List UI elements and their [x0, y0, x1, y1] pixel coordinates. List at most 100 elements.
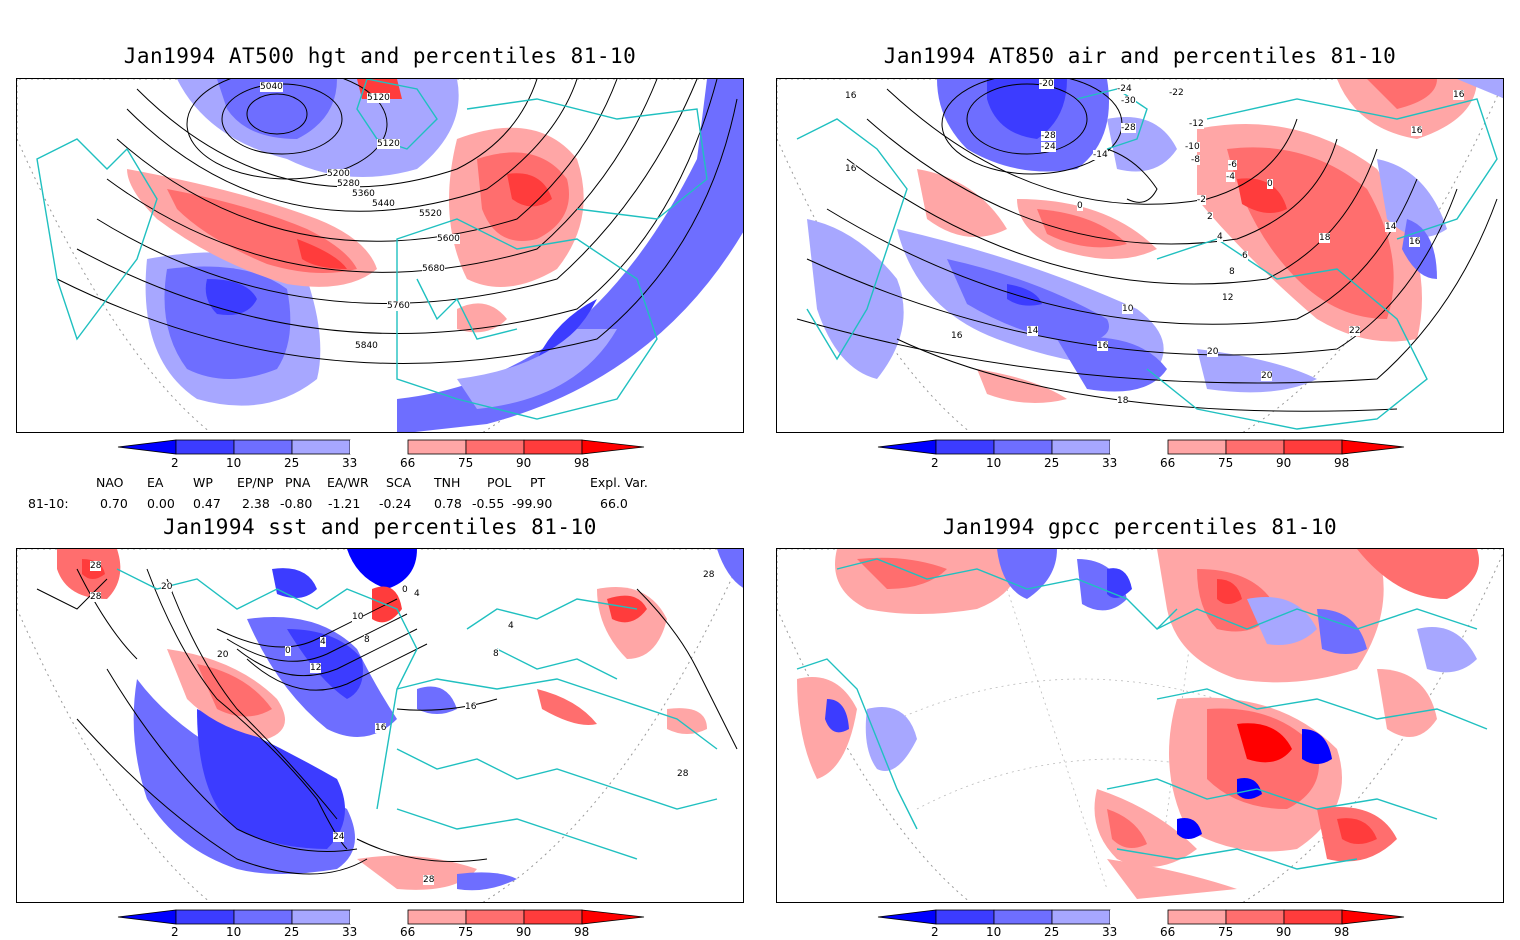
index-header: PNA [285, 475, 311, 490]
coastlines-gpcc [796, 558, 1488, 870]
panel-2-title: Jan1994 AT850 air and percentiles 81-10 [883, 44, 1397, 68]
sst-label: 0 [402, 585, 408, 595]
air-label: -24 [1117, 84, 1132, 94]
index-header: WP [193, 475, 213, 490]
air-label: -12 [1189, 119, 1204, 129]
coastlines-sst [116, 568, 718, 860]
air-label: 4 [1217, 232, 1223, 242]
air-label: 22 [1349, 326, 1361, 336]
air-label: -6 [1228, 160, 1237, 170]
colorbar-tick: 10 [986, 925, 1002, 939]
colorbar-tick: 2 [931, 925, 939, 939]
hgt-label: 5840 [355, 341, 378, 351]
colorbar-tick: 66 [1160, 456, 1176, 470]
sst-label: 4 [508, 621, 514, 631]
sst-label: 28 [90, 561, 102, 571]
index-value: -99.90 [512, 496, 553, 511]
colorbar-tick: 2 [931, 456, 939, 470]
colorbar-tick: 75 [1218, 925, 1234, 939]
colorbar-sst: 2 10 25 33 66 75 90 98 [117, 909, 645, 940]
air-label: 16 [845, 164, 857, 174]
air-label: -2 [1197, 195, 1206, 205]
colorbar-tick: 98 [1334, 925, 1350, 939]
coastlines-hgt500 [36, 79, 708, 420]
hgt-label: 5520 [419, 209, 442, 219]
index-value: -0.80 [280, 496, 313, 511]
colorbar-tick: 25 [284, 456, 300, 470]
map-panel-gpcc [776, 548, 1504, 903]
colorbar-tick: 25 [1044, 456, 1060, 470]
hgt-label: 5600 [437, 234, 460, 244]
air-label: 14 [1027, 326, 1039, 336]
hgt-label: 5440 [372, 199, 395, 209]
colorbar-hgt500: 2 10 25 33 66 75 90 98 [117, 439, 645, 470]
sst-label: 28 [90, 592, 102, 602]
colorbar-tick: 66 [1160, 925, 1176, 939]
sst-label: 12 [310, 663, 322, 673]
air-label: 6 [1242, 251, 1248, 261]
sst-label: 20 [161, 582, 173, 592]
index-value: -0.24 [379, 496, 412, 511]
colorbar-air850: 2 10 25 33 66 75 90 98 [877, 439, 1405, 470]
index-row-label: 81-10: [28, 496, 69, 511]
colorbar-tick: 10 [226, 925, 242, 939]
index-value: 66.0 [600, 496, 628, 511]
air-label: 2 [1207, 212, 1213, 222]
colorbar-tick: 66 [400, 456, 416, 470]
index-header: EP/NP [237, 475, 274, 490]
hgt-label: 5360 [352, 189, 375, 199]
colorbar-gpcc: 2 10 25 33 66 75 90 98 [877, 909, 1405, 940]
map-panel-sst: 28 28 20 0 4 10 0 4 8 12 20 16 16 4 8 24… [16, 548, 744, 903]
shading-hgt500 [127, 79, 743, 432]
shading-air850 [807, 79, 1503, 403]
panel-3-title: Jan1994 sst and percentiles 81-10 [163, 515, 597, 539]
colorbar-gpcc-graphic [877, 909, 1405, 925]
colorbar-tick: 75 [458, 456, 474, 470]
air-label: 16 [1453, 90, 1465, 100]
air-label: 16 [845, 91, 857, 101]
air-label: 20 [1207, 347, 1219, 357]
air-label: 0 [1077, 201, 1083, 211]
colorbar-tick: 33 [1102, 456, 1118, 470]
sst-label: 4 [414, 589, 420, 599]
shading-gpcc [797, 549, 1479, 899]
colorbar-tick: 98 [1334, 456, 1350, 470]
colorbar-tick: 10 [226, 456, 242, 470]
colorbar-hgt500-graphic [117, 439, 645, 455]
air-label: -4 [1226, 172, 1235, 182]
air-label: -28 [1041, 131, 1056, 141]
air-label: 16 [1409, 237, 1421, 247]
air-label: 16 [1097, 341, 1109, 351]
colorbar-tick: 25 [284, 925, 300, 939]
sst-label: 8 [364, 635, 370, 645]
index-header: PT [530, 475, 546, 490]
colorbar-tick: 75 [458, 925, 474, 939]
air-label: 16 [951, 331, 963, 341]
colorbar-air850-graphic [877, 439, 1405, 455]
sst-label: 16 [375, 723, 387, 733]
air-label: -8 [1191, 155, 1200, 165]
index-value: 0.47 [193, 496, 221, 511]
sst-label: 24 [333, 832, 345, 842]
index-header: POL [487, 475, 512, 490]
hgt-label: 5120 [367, 93, 390, 103]
index-value: -0.55 [472, 496, 505, 511]
hgt-label: 5040 [260, 82, 283, 92]
sst-label: 0 [285, 646, 291, 656]
air-label: -30 [1121, 96, 1136, 106]
map-sst [17, 549, 743, 902]
hgt-label: 5680 [422, 264, 445, 274]
map-hgt500 [17, 79, 743, 432]
air-label: 10 [1122, 304, 1134, 314]
colorbar-tick: 90 [516, 925, 532, 939]
index-value: 0.70 [100, 496, 128, 511]
colorbar-tick: 2 [171, 925, 179, 939]
index-header: EA/WR [327, 475, 369, 490]
air-label: -24 [1041, 142, 1056, 152]
colorbar-tick: 33 [1102, 925, 1118, 939]
index-value: 0.00 [147, 496, 175, 511]
index-header: NAO [96, 475, 124, 490]
index-header: TNH [434, 475, 461, 490]
air-label: 18 [1117, 396, 1129, 406]
colorbar-tick: 98 [574, 456, 590, 470]
